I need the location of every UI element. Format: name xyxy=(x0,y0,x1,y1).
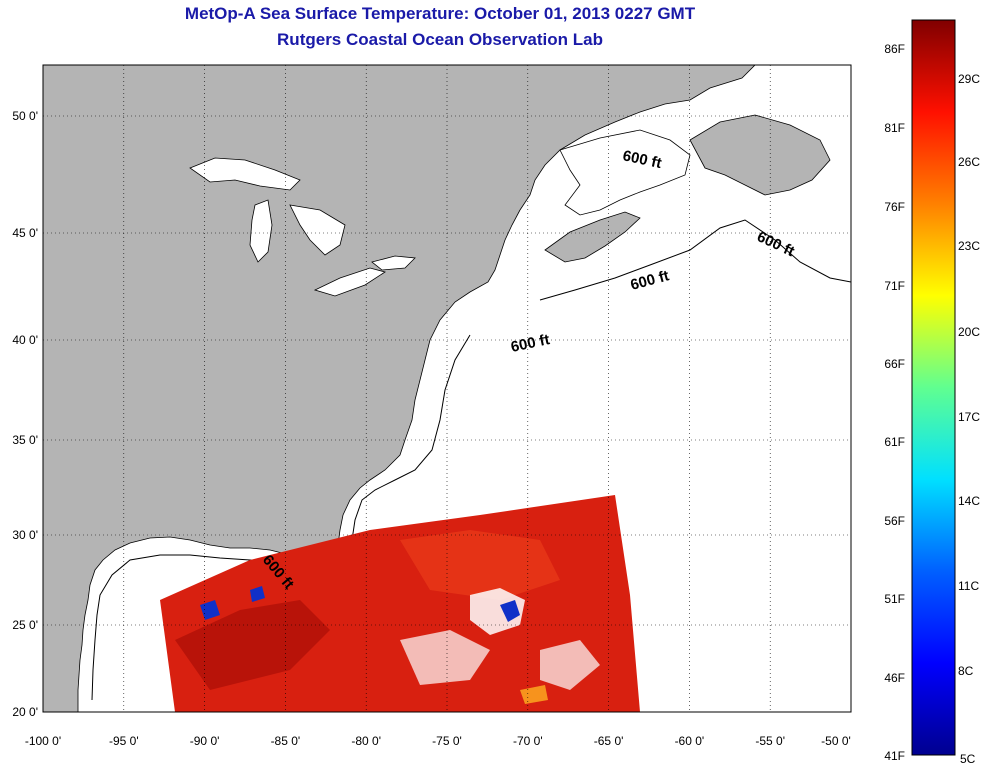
x-tick-label: -50 0' xyxy=(821,734,851,748)
colorbar-f-label: 71F xyxy=(884,279,905,293)
map-subtitle: Rutgers Coastal Ocean Observation Lab xyxy=(277,30,603,49)
colorbar-f-label: 46F xyxy=(884,671,905,685)
sst-swath xyxy=(160,495,640,712)
lake-huron xyxy=(289,204,346,256)
y-tick-label: 20 0' xyxy=(12,705,38,719)
x-axis: -100 0' -95 0' -90 0' -85 0' -80 0' -75 … xyxy=(25,734,851,748)
colorbar-f-label: 66F xyxy=(884,357,905,371)
shelf-contour-north xyxy=(539,219,851,301)
colorbar-scale xyxy=(911,19,956,756)
colorbar-c-label: 5C xyxy=(960,752,976,766)
x-tick-label: -85 0' xyxy=(271,734,301,748)
lake-erie xyxy=(313,267,386,297)
x-tick-label: -80 0' xyxy=(351,734,381,748)
y-axis: 20 0' 25 0' 30 0' 35 0' 40 0' 45 0' 50 0… xyxy=(12,109,38,719)
lake-superior xyxy=(189,157,301,191)
gulf-of-st-lawrence xyxy=(559,129,691,216)
colorbar-c-label: 29C xyxy=(958,72,980,86)
colorbar-c-label: 8C xyxy=(958,664,974,678)
colorbar-c-label: 14C xyxy=(958,494,980,508)
x-tick-label: -75 0' xyxy=(432,734,462,748)
colorbar-c-label: 11C xyxy=(958,579,979,593)
y-tick-label: 30 0' xyxy=(12,528,38,542)
x-tick-label: -95 0' xyxy=(109,734,139,748)
x-tick-label: -100 0' xyxy=(25,734,61,748)
y-tick-label: 45 0' xyxy=(12,226,38,240)
colorbar-c-label: 20C xyxy=(958,325,980,339)
colorbar-f-label: 41F xyxy=(884,749,905,763)
y-tick-label: 40 0' xyxy=(12,333,38,347)
x-tick-label: -65 0' xyxy=(594,734,624,748)
x-tick-label: -70 0' xyxy=(513,734,543,748)
map-grid xyxy=(43,65,851,712)
colorbar-f-label: 86F xyxy=(884,42,905,56)
colorbar-c-label: 17C xyxy=(958,410,980,424)
north-america-land xyxy=(43,65,756,712)
shelf-contour-east xyxy=(351,334,471,541)
colorbar: 86F 81F 76F 71F 66F 61F 56F 51F 46F 41F … xyxy=(884,19,980,766)
colorbar-f-label: 56F xyxy=(884,514,905,528)
colorbar-f-label: 76F xyxy=(884,200,905,214)
y-tick-label: 50 0' xyxy=(12,109,38,123)
lake-ontario xyxy=(371,255,416,271)
colorbar-f-label: 51F xyxy=(884,592,905,606)
colorbar-c-label: 26C xyxy=(958,155,980,169)
nova-scotia-land xyxy=(544,211,641,263)
colorbar-f-label: 61F xyxy=(884,435,905,449)
y-tick-label: 35 0' xyxy=(12,433,38,447)
map-title: MetOp-A Sea Surface Temperature: October… xyxy=(184,4,696,23)
x-tick-label: -60 0' xyxy=(675,734,705,748)
colorbar-f-label: 81F xyxy=(884,121,905,135)
colorbar-c-label: 23C xyxy=(958,239,980,253)
y-tick-label: 25 0' xyxy=(12,618,38,632)
x-tick-label: -55 0' xyxy=(755,734,785,748)
lake-michigan xyxy=(249,199,273,263)
map-frame xyxy=(42,64,852,713)
newfoundland-land xyxy=(689,114,831,196)
x-tick-label: -90 0' xyxy=(190,734,220,748)
